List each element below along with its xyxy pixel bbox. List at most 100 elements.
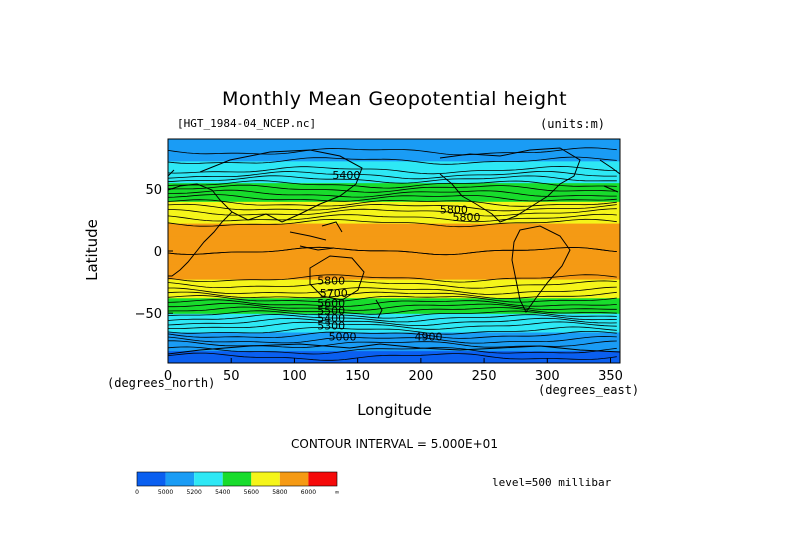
contour-label: 5700 [320,287,348,300]
x-tick-label: 250 [472,369,497,384]
x-unit-note: (degrees_east) [538,383,640,397]
contour-line [168,156,617,165]
colorbar-swatch [279,472,309,486]
heatmap-band [168,251,620,255]
x-tick-label: 300 [535,369,560,384]
contour-line [168,317,617,326]
contour-line [168,299,617,307]
heatmap-band [168,338,620,342]
y-tick-label: 50 [145,183,162,198]
coast-africa [168,183,233,277]
contour-label: 5400 [332,169,360,182]
heatmap-band [168,285,620,289]
heatmap-band [168,229,620,233]
contour-line [168,326,617,335]
heatmap-band [168,303,620,308]
contour-interval-text: CONTOUR INTERVAL = 5.000E+01 [291,437,498,451]
colorbar: 0 5000 5200 5400 5600 5800 6000 ∞ [135,471,340,496]
contour-line [168,321,617,330]
contour-line [168,286,617,295]
coast-newzealand [375,299,383,319]
contour-line [168,295,617,303]
contour-label: 5400 [317,312,345,325]
heatmap-band [168,310,620,314]
level-text: level=500 millibar [492,476,612,489]
x-tick-label: 350 [598,369,623,384]
coast-north-america [439,147,581,223]
contour-label: 5800 [317,275,345,288]
heatmap-band [168,173,620,177]
heatmap-band [168,325,620,330]
contour-label: 5600 [317,297,345,310]
heatmap-band [168,254,620,258]
contour-labels: 5400580058005800570056005500540053005000… [317,169,480,344]
heatmap-band [168,142,620,146]
y-tick-label: 0 [154,245,162,260]
heatmap-band [168,207,620,212]
colorbar-label: 0 [135,489,139,496]
heatmap-band [168,213,620,218]
x-axis-label: Longitude [357,401,432,419]
x-tick-label: 100 [282,369,307,384]
contour-line [168,180,617,189]
heatmap-band [168,167,620,171]
contour-line [168,336,617,344]
heatmap-band [168,307,620,311]
colorbar-label: 6000 [301,489,316,496]
heatmap-band [168,331,620,336]
contour-label: 4900 [415,331,443,344]
contour-line [168,189,617,198]
heatmap-band [168,235,620,240]
contour-line [168,171,617,180]
contour-line [168,331,617,339]
coast-south-america [511,225,571,313]
contour-line [168,218,617,228]
heatmap-band [168,170,620,174]
colorbar-label: 5400 [215,489,230,496]
heatmap-band [168,154,620,159]
colorbar-swatch [137,472,166,486]
colorbar-label: 5600 [244,489,259,496]
heatmap-band [168,300,620,305]
heatmap-band [168,356,620,361]
colorbar-label: ∞ [335,489,340,496]
heatmap-band [168,198,620,202]
contour-line [168,274,617,283]
contour-line [168,291,617,300]
heatmap-band [168,335,620,339]
contour-line [168,194,617,202]
coast-asia [199,149,363,223]
coast-maritime [289,221,343,251]
colorbar-label: 5200 [187,489,202,496]
contour-line [168,203,617,212]
heatmap-band [168,216,620,221]
contour-line [168,246,617,256]
coast-australia [309,255,365,301]
contour-line [168,147,617,156]
contour-line [168,352,617,361]
heatmap-band [168,244,620,249]
chart-title: Monthly Mean Geopotential height [221,88,568,110]
heatmap-band [168,163,620,168]
contour-label: 5000 [329,331,357,344]
contour-line [168,184,617,193]
heatmap-band [168,238,620,243]
contour-line [168,310,617,319]
heatmap-band [168,272,620,277]
contour-label: 5500 [317,304,345,317]
contour-lines [168,147,617,361]
colorbar-swatch [194,472,223,486]
x-axis: 0 50 100 150 200 250 300 350 [164,358,623,384]
heatmap-band [168,210,620,215]
contour-line [168,175,617,184]
heatmap-band [168,313,620,317]
colorbar-swatch [222,472,252,486]
y-tick-label: −50 [135,307,162,322]
heatmap-band [168,263,620,268]
y-unit-note: (degrees_north) [107,376,216,390]
heatmap-band [168,151,620,156]
x-tick-label: 200 [408,369,433,384]
heatmap-band [168,226,620,230]
contour-line [168,303,617,311]
coast-antarctica [168,343,620,355]
